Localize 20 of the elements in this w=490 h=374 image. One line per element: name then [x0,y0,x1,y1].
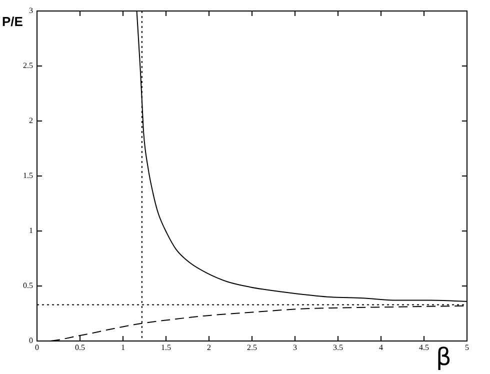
x-tick-label: 0.5 [75,342,85,352]
y-tick-label: 2.5 [23,61,33,70]
x-tick-label: 4 [379,342,383,352]
y-tick-label: 0.5 [23,281,33,290]
x-tick-label: 1 [121,342,125,352]
y-tick-label: 1 [29,226,33,236]
x-axis-title: β [436,343,452,371]
y-tick-label: 1.5 [23,171,33,180]
x-tick-label: 1.5 [161,342,171,352]
x-tick-label: 2 [207,342,211,352]
x-tick-label: 2.5 [247,342,257,352]
y-axis-title: P/E [2,14,23,29]
x-tick-label: 5 [465,342,469,352]
x-tick-label: 3.5 [333,342,343,352]
x-tick-label: 3 [293,342,297,352]
x-tick-label: 4.5 [419,342,429,352]
x-tick-label: 0 [35,342,39,352]
y-tick-label: 2 [29,116,33,126]
y-tick-label: 0 [29,336,33,346]
y-tick-label: 3 [29,6,33,16]
